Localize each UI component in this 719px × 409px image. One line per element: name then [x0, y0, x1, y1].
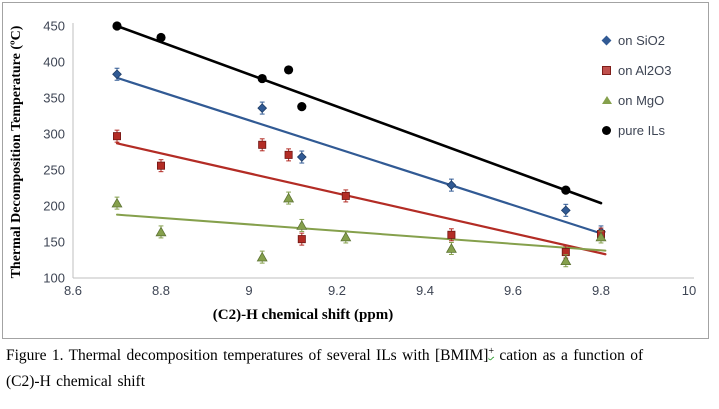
sio2-diamond-icon: [601, 35, 612, 45]
caption-text-2: cation as a function of: [494, 347, 644, 364]
caption-text-1: Figure 1. Thermal decomposition temperat…: [6, 347, 489, 364]
data-point: [256, 251, 268, 262]
data-point: [595, 231, 607, 242]
x-tick-label: 9: [245, 283, 252, 298]
trendline: [115, 142, 607, 256]
data-point: [297, 235, 306, 244]
caption-text-3: (C2)-H chemical shift: [6, 373, 146, 390]
legend-label-sio2: on SiO2: [618, 32, 665, 48]
y-axis-title: Thermal Decomposition Temperature (ºC): [9, 25, 24, 278]
legend-label-al2o3: on Al2O3: [618, 62, 672, 78]
pure-ils-circle-icon: [602, 125, 611, 135]
y-tick-label: 250: [43, 163, 65, 178]
y-tick-label: 150: [43, 235, 65, 250]
y-tick-label: 400: [43, 55, 65, 70]
data-point: [112, 69, 122, 80]
y-tick-label: 300: [43, 127, 65, 142]
legend-label-mgo: on MgO: [618, 92, 665, 108]
y-tick-label: 450: [43, 19, 65, 34]
data-point: [296, 152, 307, 162]
data-point: [257, 73, 267, 84]
legend-label-pure-ils: pure ILs: [618, 122, 665, 138]
x-tick-label: 9.4: [416, 283, 434, 298]
data-point: [445, 243, 457, 253]
legend-item-al2o3: on Al2O3: [600, 60, 672, 80]
data-point: [296, 220, 308, 230]
trendline: [115, 24, 603, 205]
legend-item-pure-ils: pure ILs: [600, 120, 672, 140]
x-tick-label: 8.6: [64, 283, 82, 298]
caption-superscript: +: [488, 345, 495, 357]
legend-item-mgo: on MgO: [600, 90, 672, 110]
figure-caption: Figure 1. Thermal decomposition temperat…: [6, 343, 712, 395]
data-point: [561, 185, 571, 195]
legend-item-sio2: on SiO2: [600, 30, 672, 50]
x-tick-label: 9.2: [328, 283, 346, 298]
data-point: [258, 140, 267, 149]
data-point: [297, 102, 307, 112]
data-point: [447, 230, 456, 239]
data-point: [156, 32, 166, 43]
data-point: [560, 255, 572, 266]
data-point: [560, 205, 571, 216]
data-point: [283, 192, 295, 203]
data-point: [284, 65, 294, 75]
data-point: [155, 226, 167, 237]
data-point: [112, 21, 122, 31]
x-tick-label: 10: [682, 283, 696, 298]
chart-legend: on SiO2 on Al2O3 on MgO pure ILs: [600, 30, 672, 150]
x-tick-label: 9.6: [504, 283, 522, 298]
data-point: [257, 103, 268, 113]
data-point: [446, 180, 457, 190]
trendline: [116, 213, 607, 252]
data-point: [341, 191, 350, 200]
x-tick-label: 9.8: [592, 283, 610, 298]
x-tick-label: 8.8: [152, 283, 170, 298]
y-tick-label: 200: [43, 199, 65, 214]
data-point: [111, 197, 123, 208]
data-point: [340, 231, 352, 242]
y-tick-label: 100: [43, 271, 65, 286]
x-axis-title: (C2)-H chemical shift (ppm): [213, 307, 393, 323]
trendline: [115, 76, 603, 235]
y-tick-label: 350: [43, 91, 65, 106]
data-point: [113, 132, 122, 141]
chart-area: 450 400 350 300 250 200 150 100 8.6 8.8 9 9.2 9.4 9.6…: [2, 2, 709, 339]
mgo-triangle-icon: [601, 96, 612, 104]
data-point: [284, 150, 293, 159]
data-point: [156, 161, 165, 170]
al2o3-square-icon: [602, 65, 611, 75]
